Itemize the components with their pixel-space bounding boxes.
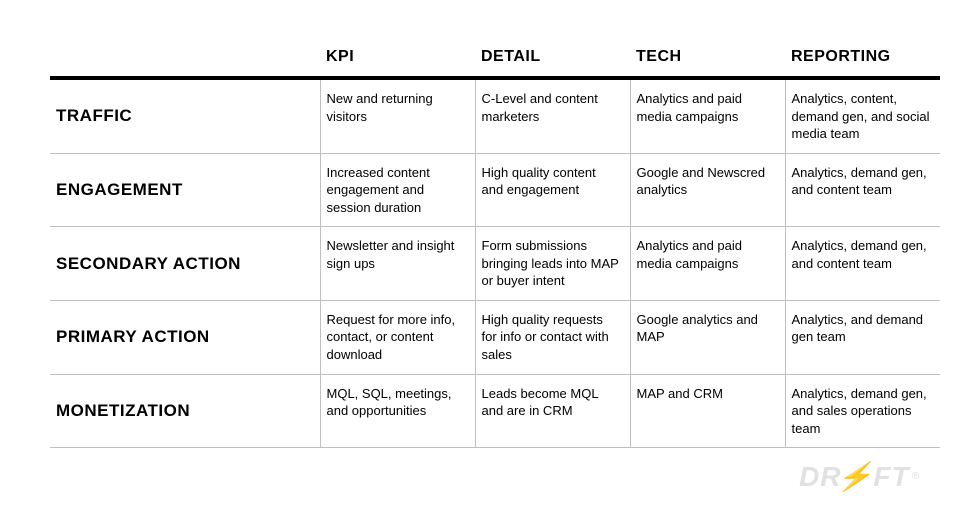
row-label-monetization: MONETIZATION [50,374,320,448]
col-header-tech: TECH [630,40,785,78]
row-label-secondary-action: SECONDARY ACTION [50,227,320,301]
cell-kpi: Newsletter and insight sign ups [320,227,475,301]
cell-kpi: MQL, SQL, meetings, and opportunities [320,374,475,448]
table-header: KPI DETAIL TECH REPORTING [50,40,940,78]
row-label-traffic: TRAFFIC [50,78,320,153]
col-header-detail: DETAIL [475,40,630,78]
page: KPI DETAIL TECH REPORTING TRAFFIC New an… [0,0,960,513]
cell-kpi: Increased content engagement and session… [320,153,475,227]
table-row: MONETIZATION MQL, SQL, meetings, and opp… [50,374,940,448]
cell-tech: Google and Newscred analytics [630,153,785,227]
cell-kpi: New and returning visitors [320,78,475,153]
cell-detail: High quality requests for info or contac… [475,300,630,374]
table-row: ENGAGEMENT Increased content engagement … [50,153,940,227]
registered-icon: ® [912,471,920,482]
col-header-empty [50,40,320,78]
table-row: TRAFFIC New and returning visitors C-Lev… [50,78,940,153]
row-label-primary-action: PRIMARY ACTION [50,300,320,374]
cell-kpi: Request for more info, contact, or conte… [320,300,475,374]
cell-reporting: Analytics, and demand gen team [785,300,940,374]
table-row: SECONDARY ACTION Newsletter and insight … [50,227,940,301]
cell-reporting: Analytics, content, demand gen, and soci… [785,78,940,153]
cell-detail: C-Level and content marketers [475,78,630,153]
cell-reporting: Analytics, demand gen, and content team [785,227,940,301]
table-row: PRIMARY ACTION Request for more info, co… [50,300,940,374]
cell-tech: Google analytics and MAP [630,300,785,374]
col-header-kpi: KPI [320,40,475,78]
cell-tech: Analytics and paid media campaigns [630,78,785,153]
row-label-engagement: ENGAGEMENT [50,153,320,227]
cell-detail: High quality content and engagement [475,153,630,227]
cell-reporting: Analytics, demand gen, and content team [785,153,940,227]
cell-tech: MAP and CRM [630,374,785,448]
cell-detail: Form submissions bringing leads into MAP… [475,227,630,301]
kpi-matrix-table: KPI DETAIL TECH REPORTING TRAFFIC New an… [50,40,940,448]
cell-reporting: Analytics, demand gen, and sales operati… [785,374,940,448]
cell-tech: Analytics and paid media campaigns [630,227,785,301]
drift-logo: DR ⚡ FT ® [799,460,920,493]
cell-detail: Leads become MQL and are in CRM [475,374,630,448]
col-header-reporting: REPORTING [785,40,940,78]
